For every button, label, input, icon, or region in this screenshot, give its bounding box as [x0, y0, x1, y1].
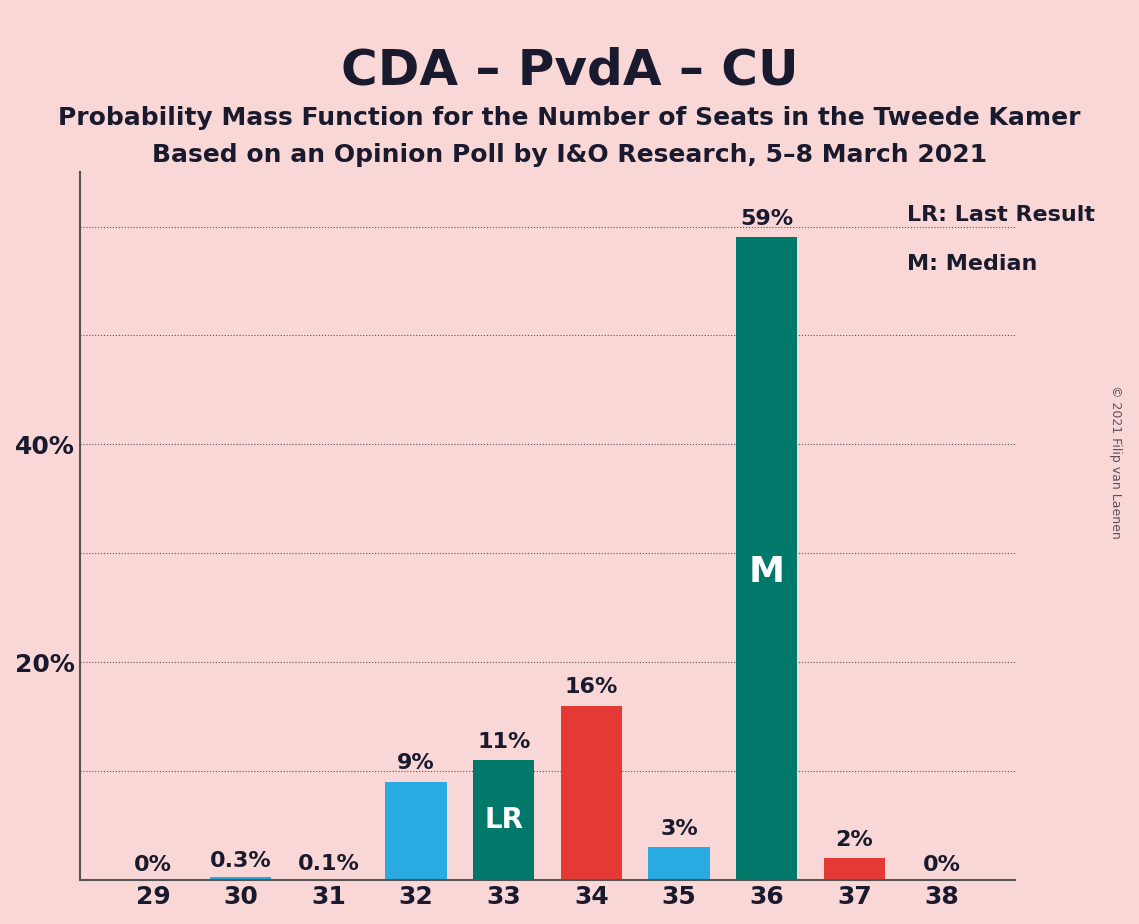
Bar [648, 847, 710, 881]
Text: CDA – PvdA – CU: CDA – PvdA – CU [341, 46, 798, 94]
Bar [210, 877, 271, 881]
Text: 0.3%: 0.3% [210, 851, 271, 871]
Text: 0%: 0% [134, 855, 172, 875]
Text: © 2021 Filip van Laenen: © 2021 Filip van Laenen [1109, 385, 1122, 539]
Bar [473, 760, 534, 881]
Text: 0%: 0% [924, 855, 961, 875]
Bar [560, 706, 622, 881]
Text: 9%: 9% [398, 753, 435, 773]
Bar [385, 782, 446, 881]
Text: 16%: 16% [565, 677, 618, 697]
Text: LR: Last Result: LR: Last Result [907, 205, 1095, 225]
Text: Based on an Opinion Poll by I&O Research, 5–8 March 2021: Based on an Opinion Poll by I&O Research… [151, 143, 988, 167]
Text: M: Median: M: Median [907, 254, 1038, 274]
Bar [823, 858, 885, 881]
Text: 3%: 3% [661, 819, 698, 839]
Text: 11%: 11% [477, 732, 531, 751]
Text: 2%: 2% [836, 830, 874, 850]
Text: M: M [748, 554, 785, 589]
Bar [736, 237, 797, 881]
Bar [297, 879, 359, 881]
Text: Probability Mass Function for the Number of Seats in the Tweede Kamer: Probability Mass Function for the Number… [58, 106, 1081, 130]
Text: 59%: 59% [740, 209, 794, 229]
Text: LR: LR [484, 807, 523, 834]
Text: 0.1%: 0.1% [297, 854, 359, 873]
